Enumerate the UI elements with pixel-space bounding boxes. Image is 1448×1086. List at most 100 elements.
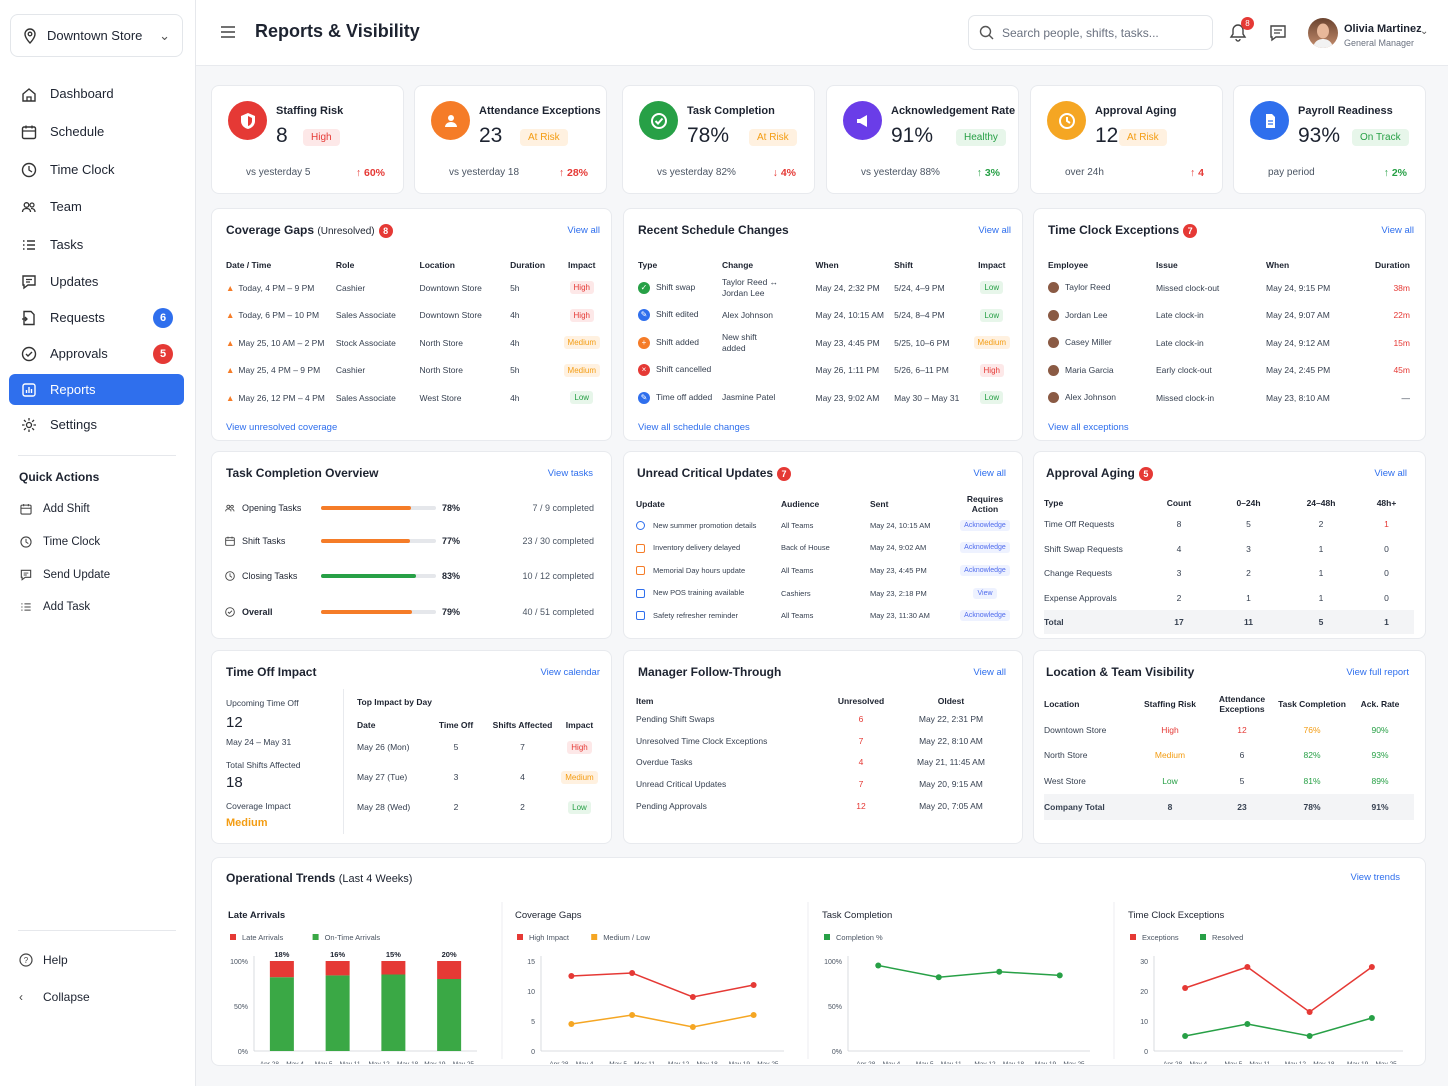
- table-row[interactable]: Maria Garcia Early clock-out May 24, 2:45 …: [1048, 357, 1410, 385]
- sidebar-item-updates[interactable]: Updates: [9, 266, 184, 297]
- table-row[interactable]: Unresolved Time Clock Exceptions 7 May 22,…: [636, 730, 1006, 752]
- view-calendar-link[interactable]: View calendar: [540, 667, 600, 678]
- kpi-value: 23: [479, 124, 503, 147]
- view-all-schedule-changes-link[interactable]: View all schedule changes: [638, 422, 750, 433]
- action-button[interactable]: Acknowledge: [960, 564, 1010, 576]
- table-row[interactable]: ✎ Time off added Jasmine Patel May 23, 9:02…: [638, 384, 1010, 412]
- table-row[interactable]: + Shift added New shift added May 23, 4:45 …: [638, 329, 1010, 357]
- task-row[interactable]: Closing Tasks 83% 10 / 12 completed: [224, 566, 594, 586]
- kpi-card-attendance-exceptions[interactable]: Attendance Exceptions 23 At Risk vs yesterd…: [414, 85, 607, 194]
- table-row[interactable]: May 28 (Wed) 2 2 Low: [357, 792, 599, 822]
- table-row[interactable]: Expense Approvals 2 1 1 0: [1044, 586, 1414, 611]
- kpi-card-payroll-readiness[interactable]: Payroll Readiness 93% On Track pay period ↑ …: [1233, 85, 1426, 194]
- table-row[interactable]: Downtown Store High 12 76% 90%: [1044, 717, 1414, 743]
- impact-badge: High: [979, 363, 1004, 377]
- sidebar-item-schedule[interactable]: Schedule: [9, 116, 184, 147]
- column-header: Duration: [510, 260, 546, 270]
- view-all-link[interactable]: View all: [973, 468, 1006, 479]
- action-button[interactable]: Acknowledge: [960, 542, 1010, 554]
- sidebar-item-settings[interactable]: Settings: [9, 409, 184, 440]
- task-row[interactable]: Overall 79% 40 / 51 completed: [224, 602, 594, 622]
- sidebar-item-dashboard[interactable]: Dashboard: [9, 78, 184, 109]
- action-button[interactable]: Acknowledge: [960, 519, 1010, 531]
- table-row[interactable]: Memorial Day hours update All Teams May 23…: [636, 559, 1014, 582]
- table-cell: Maria Garcia: [1065, 364, 1114, 375]
- table-row[interactable]: ▲ May 26, 12 PM – 4 PM Sales Associate West…: [226, 384, 600, 412]
- sidebar-item-requests[interactable]: Requests 6: [9, 302, 184, 333]
- table-row[interactable]: Taylor Reed Missed clock-out May 24, 9:15 …: [1048, 274, 1410, 302]
- table-row[interactable]: ✎ Shift edited Alex Johnson May 24, 10:15 A…: [638, 302, 1010, 330]
- table-row[interactable]: Time Off Requests 8 5 2 1: [1044, 512, 1414, 537]
- avatar[interactable]: [1308, 18, 1338, 48]
- clock-icon: [225, 571, 235, 581]
- gear-icon: [22, 417, 36, 432]
- kpi-card-acknowledgement-rate[interactable]: Acknowledgement Rate 91% Healthy vs yesterd…: [826, 85, 1019, 194]
- quick-action-add-task[interactable]: Add Task: [19, 600, 90, 614]
- quick-action-add-shift[interactable]: Add Shift: [19, 502, 90, 516]
- table-cell: Shift added: [656, 336, 700, 347]
- menu-icon[interactable]: [220, 25, 236, 39]
- kpi-card-approval-aging[interactable]: Approval Aging 12 At Risk over 24h ↑ 4: [1030, 85, 1223, 194]
- table-cell: May 22, 2:31 PM: [918, 713, 984, 724]
- impact-badge: Low: [568, 800, 591, 814]
- card-title: Recent Schedule Changes: [638, 223, 789, 237]
- view-all-exceptions-link[interactable]: View all exceptions: [1048, 422, 1129, 433]
- table-cell: All Teams: [781, 565, 814, 575]
- table-row[interactable]: May 27 (Tue) 3 4 Medium: [357, 762, 599, 792]
- action-button[interactable]: View: [973, 587, 997, 599]
- table-row[interactable]: Safety refresher reminder All Teams May 23…: [636, 604, 1014, 627]
- view-all-link[interactable]: View all: [978, 225, 1011, 236]
- view-all-link[interactable]: View all: [973, 667, 1006, 678]
- trend-chart-1: Coverage Gaps High Impact Medium / Low 15 10…: [515, 910, 784, 1064]
- view-full-report-link[interactable]: View full report: [1346, 667, 1409, 678]
- chevron-down-icon[interactable]: ⌄: [1420, 26, 1429, 37]
- table-row[interactable]: Casey Miller Late clock-in May 24, 9:12 AM…: [1048, 329, 1410, 357]
- table-row[interactable]: Alex Johnson Missed clock-in May 23, 8:10 …: [1048, 384, 1410, 412]
- table-row[interactable]: Pending Shift Swaps 6 May 22, 2:31 PM: [636, 708, 1006, 730]
- help-link[interactable]: ? Help: [19, 953, 68, 967]
- sidebar-item-approvals[interactable]: Approvals 5: [9, 338, 184, 369]
- table-row[interactable]: ▲ Today, 4 PM – 9 PM Cashier Downtown Store…: [226, 274, 600, 302]
- table-row[interactable]: ▲ May 25, 10 AM – 2 PM Stock Associate Nort…: [226, 329, 600, 357]
- kpi-card-staffing-risk[interactable]: Staffing Risk 8 High vs yesterday 5 ↑ 60%: [211, 85, 404, 194]
- warning-icon: ▲: [226, 282, 235, 293]
- table-row[interactable]: ▲ May 25, 4 PM – 9 PM Cashier North Store 5h…: [226, 357, 600, 385]
- sidebar-item-reports[interactable]: Reports: [9, 374, 184, 405]
- data-point: [1182, 1033, 1189, 1039]
- action-button[interactable]: Acknowledge: [960, 610, 1010, 622]
- table-row[interactable]: Pending Approvals 12 May 20, 7:05 AM: [636, 795, 1006, 817]
- view-unresolved-coverage-link[interactable]: View unresolved coverage: [226, 422, 338, 433]
- data-point: [875, 962, 882, 969]
- table-row[interactable]: Unread Critical Updates 7 May 20, 9:15 AM: [636, 773, 1006, 795]
- store-selector[interactable]: Downtown Store ⌄: [10, 14, 183, 57]
- view-all-link[interactable]: View all: [1374, 468, 1407, 479]
- table-row[interactable]: Inventory delivery delayed Back of House M…: [636, 537, 1014, 560]
- sidebar-item-tasks[interactable]: Tasks: [9, 229, 184, 260]
- task-row[interactable]: Opening Tasks 78% 7 / 9 completed: [224, 498, 594, 518]
- message-icon[interactable]: [1269, 24, 1287, 42]
- search-input[interactable]: Search people, shifts, tasks...: [968, 15, 1213, 50]
- table-row[interactable]: New summer promotion details All Teams May…: [636, 514, 1014, 537]
- quick-action-send-update[interactable]: Send Update: [19, 568, 110, 582]
- sidebar-item-time-clock[interactable]: Time Clock: [9, 154, 184, 185]
- table-row[interactable]: Change Requests 3 2 1 0: [1044, 561, 1414, 586]
- kpi-card-task-completion[interactable]: Task Completion 78% At Risk vs yesterday 82…: [622, 85, 815, 194]
- table-row[interactable]: North Store Medium 6 82% 93%: [1044, 743, 1414, 769]
- view-tasks-link[interactable]: View tasks: [547, 468, 593, 479]
- table-row[interactable]: West Store Low 5 81% 89%: [1044, 768, 1414, 794]
- table-row[interactable]: Overdue Tasks 4 May 21, 11:45 AM: [636, 752, 1006, 774]
- table-row[interactable]: New POS training available Cashiers May 23…: [636, 582, 1014, 605]
- sidebar-item-team[interactable]: Team: [9, 191, 184, 222]
- view-all-link[interactable]: View all: [567, 225, 600, 236]
- quick-action-time-clock[interactable]: Time Clock: [19, 535, 100, 549]
- table-row[interactable]: ▲ Today, 6 PM – 10 PM Sales Associate Downt…: [226, 302, 600, 330]
- table-row[interactable]: Jordan Lee Late clock-in May 24, 9:07 AM 22…: [1048, 302, 1410, 330]
- table-row[interactable]: ✓ Shift swap Taylor Reed ↔ Jordan Lee May 2…: [638, 274, 1010, 302]
- view-trends-link[interactable]: View trends: [1350, 872, 1400, 883]
- collapse-button[interactable]: ‹ Collapse: [19, 990, 90, 1004]
- table-row[interactable]: May 26 (Mon) 5 7 High: [357, 732, 599, 762]
- view-all-link[interactable]: View all: [1381, 225, 1414, 236]
- table-row[interactable]: × Shift cancelled May 26, 1:11 PM 5/26, 6–1…: [638, 357, 1010, 385]
- task-row[interactable]: Shift Tasks 77% 23 / 30 completed: [224, 531, 594, 551]
- table-row[interactable]: Shift Swap Requests 4 3 1 0: [1044, 537, 1414, 562]
